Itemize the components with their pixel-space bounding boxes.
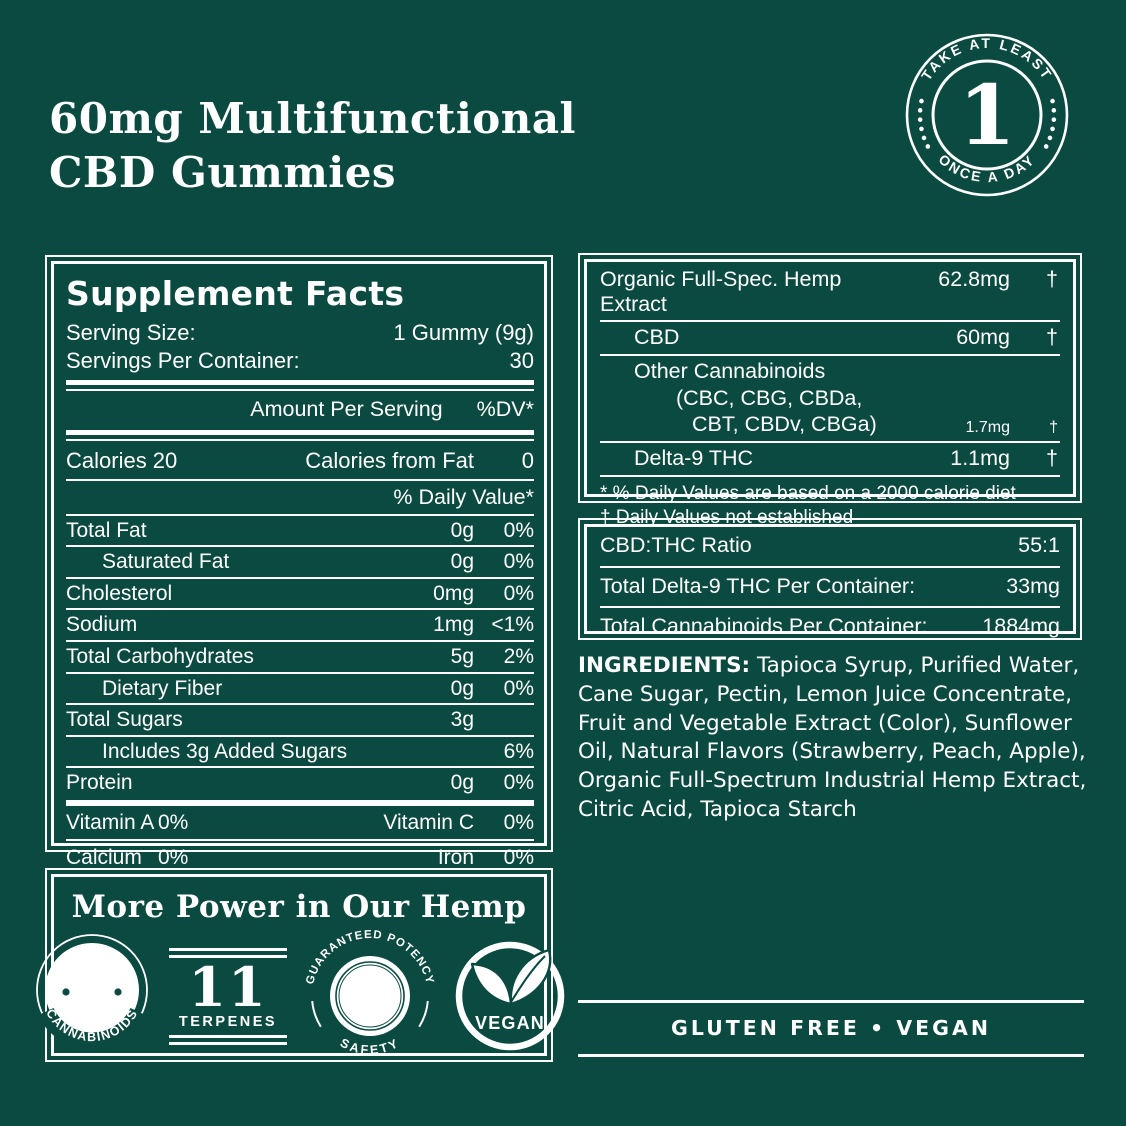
supplement-facts-title: Supplement Facts <box>66 274 405 313</box>
ratio-row: CBD:THC Ratio 55:1 <box>600 527 1060 568</box>
dose-badge-inner-ring <box>931 59 1043 171</box>
dose-badge-outer-ring <box>905 33 1069 197</box>
terpenes-number: 11 <box>188 954 268 1019</box>
ratio-inner: CBD:THC Ratio 55:1 Total Delta-9 THC Per… <box>584 524 1076 638</box>
cannabinoids-panel: Organic Full-Spec. Hemp Extract 62.8mg †… <box>578 253 1082 528</box>
dose-badge-dots <box>917 98 1057 149</box>
servings-value: 30 <box>509 348 534 374</box>
dose-badge-number: 1 <box>958 68 1015 164</box>
terpenes-top-rules <box>169 947 287 958</box>
servings-label: Servings Per Container: <box>66 348 300 374</box>
cannabinoids-number: 9 <box>71 956 113 1026</box>
serving-size-label: Serving Size: <box>66 320 196 345</box>
other-cannabinoids-line: CBT, CBDv, CBGa) <box>692 412 877 437</box>
hemp-feature-inner: More Power in Our Hemp 9 CANNABINOIDS 1 <box>36 874 565 1057</box>
double-rule <box>66 380 534 392</box>
svg-text:SAFETY: SAFETY <box>338 1036 402 1058</box>
supplement-facts-panel: Supplement Facts Serving Size: 1 Gummy (… <box>45 255 553 869</box>
micronutrient-row: Calcium 0% Iron 0% <box>66 845 534 869</box>
ratio-row: Total Cannabinoids Per Container: 1884mg <box>600 614 1060 639</box>
terpenes-label: TERPENES <box>178 1013 278 1030</box>
ingredients-list: Tapioca Syrup, Purified Water, Cane Suga… <box>578 653 1087 822</box>
amount-per-serving-label: Amount Per Serving <box>250 397 443 422</box>
calories-from-fat-label: Calories from Fat <box>305 448 474 474</box>
footnote-daily-values: * % Daily Values are based on a 2000 cal… <box>600 483 1016 505</box>
potency-arc-bottom: SAFETY <box>338 1036 400 1058</box>
amount-per-serving-row: Amount Per Serving %DV* <box>66 395 534 425</box>
cannabinoid-row: CBD 60mg † <box>600 322 1060 357</box>
footnote-dagger: † Daily Values not established <box>600 506 854 528</box>
servings-per-container-row: Servings Per Container: 30 <box>66 347 534 375</box>
nutrient-row: Total Carbohydrates 5g 2% <box>66 642 534 674</box>
ratio-row: Total Delta-9 THC Per Container: 33mg <box>600 568 1060 609</box>
ingredients-text: INGREDIENTS: Tapioca Syrup, Purified Wat… <box>578 652 1088 825</box>
cannabinoids-badge-icon: 9 CANNABINOIDS <box>36 934 148 1050</box>
cannabinoid-row-multiline: Other Cannabinoids (CBC, CBG, CBDa, CBT,… <box>600 356 1060 444</box>
potency-ampersand: & <box>349 969 391 1023</box>
vegan-label: VEGAN <box>475 1013 545 1033</box>
supplement-facts-inner: Supplement Facts Serving Size: 1 Gummy (… <box>51 261 547 869</box>
dv-header: %DV* <box>476 397 534 422</box>
nutrient-row: Total Fat 0g 0% <box>66 516 534 548</box>
cannabinoid-row: Organic Full-Spec. Hemp Extract 62.8mg † <box>600 264 1060 323</box>
nutrient-row: Saturated Fat 0g 0% <box>66 547 534 579</box>
title-line-1: 60mg Multifunctional <box>49 94 577 143</box>
title-line-2: CBD Gummies <box>49 147 397 197</box>
double-rule <box>66 430 534 442</box>
serving-size-value: 1 Gummy (9g) <box>393 320 534 345</box>
calories-label: Calories 20 <box>66 448 178 474</box>
dietary-claims-text: GLUTEN FREE • VEGAN <box>671 1016 991 1040</box>
micronutrient-row: Vitamin A 0% Vitamin C 0% <box>66 807 534 841</box>
cannabinoid-row: Delta-9 THC 1.1mg † <box>600 443 1060 478</box>
nutrient-row: Protein 0g 0% <box>66 771 534 795</box>
dietary-claims-footer: GLUTEN FREE • VEGAN <box>578 1000 1084 1057</box>
page-title: 60mg Multifunctional CBD Gummies <box>49 92 576 200</box>
calories-from-fat-value: 0 <box>521 448 534 474</box>
leaf-icon <box>470 948 552 1006</box>
other-cannabinoids-line: (CBC, CBG, CBDa, <box>676 385 863 410</box>
nutrient-row: Cholesterol 0mg 0% <box>66 579 534 611</box>
thick-rule <box>66 799 534 806</box>
terpenes-badge-icon: 11 TERPENES <box>169 947 287 1045</box>
terpenes-bottom-rules <box>169 1034 287 1045</box>
daily-value-header: % Daily Value* <box>66 481 534 516</box>
hemp-feature-box: More Power in Our Hemp 9 CANNABINOIDS 1 <box>36 868 565 1062</box>
vegan-badge-icon: VEGAN <box>455 941 565 1051</box>
serving-size-row: Serving Size: 1 Gummy (9g) <box>66 319 534 347</box>
nutrient-row: Dietary Fiber 0g 0% <box>66 674 534 706</box>
cannabinoids-inner: Organic Full-Spec. Hemp Extract 62.8mg †… <box>584 259 1076 528</box>
hemp-badges-row: 9 CANNABINOIDS 11 TERPENES GUARANTEED <box>25 927 573 1065</box>
footnotes: * % Daily Values are based on a 2000 cal… <box>600 482 1060 529</box>
calories-row: Calories 20 Calories from Fat 0 <box>66 445 534 481</box>
ratio-panel: CBD:THC Ratio 55:1 Total Delta-9 THC Per… <box>578 518 1082 640</box>
nutrient-row: Total Sugars 3g <box>66 705 534 737</box>
potency-safety-badge-icon: GUARANTEED POTENCY SAFETY & <box>304 929 434 1058</box>
other-cannabinoids-line: Other Cannabinoids <box>634 359 826 384</box>
hemp-feature-title: More Power in Our Hemp <box>71 889 527 925</box>
nutrient-row: Includes 3g Added Sugars 6% <box>66 737 534 769</box>
nutrient-row: Sodium 1mg <1% <box>66 610 534 642</box>
dose-badge: TAKE AT LEAST ONCE A DAY 1 <box>905 33 1069 197</box>
ingredients-label: INGREDIENTS: <box>578 653 751 678</box>
